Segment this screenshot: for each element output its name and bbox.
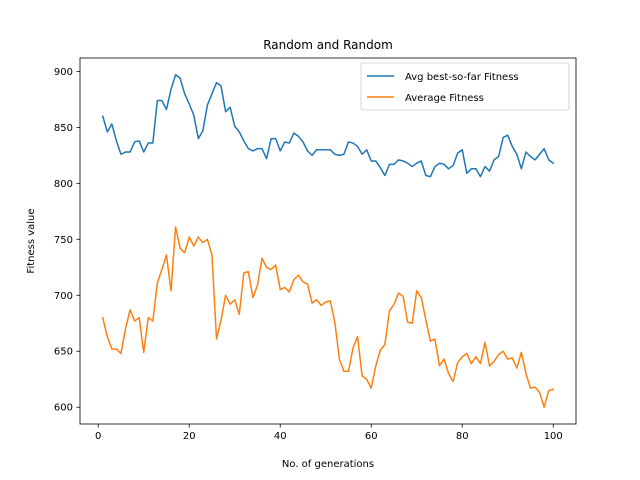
legend: Avg best-so-far Fitness Average Fitness bbox=[360, 62, 570, 111]
x-tick-label: 80 bbox=[456, 431, 469, 442]
x-tick-label: 0 bbox=[95, 431, 101, 442]
legend-box bbox=[360, 62, 570, 111]
y-tick-label: 850 bbox=[54, 123, 73, 134]
y-axis-label: Fitness value bbox=[26, 208, 37, 273]
y-tick-label: 600 bbox=[54, 403, 73, 414]
x-tick-label: 100 bbox=[544, 431, 563, 442]
y-tick-label: 900 bbox=[54, 67, 73, 78]
plot-layer bbox=[101, 74, 555, 408]
x-tick-label: 60 bbox=[365, 431, 378, 442]
series-line-average-fitness bbox=[101, 226, 555, 408]
series-line-avg-best-so-far-fitness bbox=[101, 74, 555, 178]
chart-title: Random and Random bbox=[263, 38, 393, 52]
x-axis-ticks: 0 20 40 60 80 100 bbox=[95, 424, 563, 442]
y-tick-label: 650 bbox=[54, 347, 73, 358]
y-tick-label: 800 bbox=[54, 179, 73, 190]
y-tick-label: 700 bbox=[54, 291, 73, 302]
legend-label-avg-best: Avg best-so-far Fitness bbox=[405, 72, 519, 83]
x-axis-label: No. of generations bbox=[282, 459, 374, 470]
y-axis-ticks: 600 650 700 750 800 850 900 bbox=[54, 67, 80, 414]
x-tick-label: 20 bbox=[183, 431, 196, 442]
plot-frame bbox=[79, 57, 577, 425]
legend-label-average: Average Fitness bbox=[405, 93, 484, 104]
x-tick-label: 40 bbox=[274, 431, 287, 442]
y-tick-label: 750 bbox=[54, 235, 73, 246]
